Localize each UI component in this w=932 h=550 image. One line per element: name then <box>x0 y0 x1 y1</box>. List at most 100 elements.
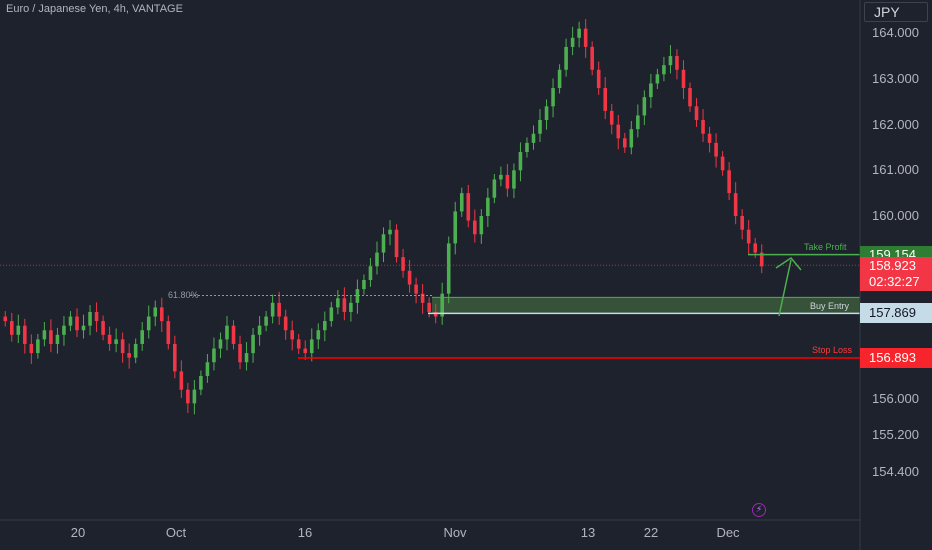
candle-body <box>414 284 418 294</box>
candle-body <box>238 343 242 363</box>
price-tick-label: 162.000 <box>872 116 919 132</box>
candle-body <box>283 316 288 331</box>
candle-body <box>538 120 542 134</box>
buy-entry-price-label: 157.869 <box>860 303 932 324</box>
price-tick-label: 164.000 <box>872 25 919 41</box>
candle-body <box>642 97 647 116</box>
candle-body <box>309 339 314 354</box>
target-arrow-shaft <box>778 259 792 317</box>
candle-body <box>512 170 516 189</box>
candle-body <box>557 69 562 89</box>
candle-body <box>329 307 334 322</box>
candle-body <box>270 302 275 317</box>
candle-body <box>636 115 640 130</box>
candle-body <box>701 120 705 134</box>
candle-body <box>173 343 177 372</box>
candle-body <box>629 129 634 148</box>
candle-body <box>368 266 373 280</box>
buy-entry-label: Buy Entry <box>810 301 850 312</box>
candle-body <box>655 74 660 84</box>
buy-entry-zone <box>432 297 860 314</box>
candle-body <box>662 65 666 75</box>
price-tick-label: 163.000 <box>872 70 919 86</box>
candle-body <box>427 302 431 312</box>
candle-body <box>596 69 601 89</box>
candle-body <box>3 316 8 322</box>
candle-body <box>107 334 112 344</box>
target-arrow-head <box>775 257 802 271</box>
candle-body <box>257 325 262 335</box>
candle-body <box>349 302 353 312</box>
candle-body <box>668 56 673 66</box>
candle-body <box>551 88 555 107</box>
candle-body <box>603 88 608 111</box>
candle-body <box>570 37 575 47</box>
candle-body <box>316 330 321 340</box>
candle-body <box>16 325 21 335</box>
currency-badge[interactable]: JPY <box>864 2 928 22</box>
flash-icon[interactable]: ⚡ <box>752 503 766 517</box>
candle-body <box>479 216 484 235</box>
candle-body <box>401 257 405 271</box>
last-price-label: 158.923 02:32:27 <box>860 257 932 292</box>
candle-body <box>342 298 347 312</box>
candle-body <box>486 197 490 216</box>
last-price: 158.923 <box>869 258 916 274</box>
candle-body <box>733 193 738 216</box>
candle-body <box>759 252 764 267</box>
candle-body <box>166 321 171 344</box>
candle-body <box>277 302 281 317</box>
take-profit-label: Take Profit <box>804 241 847 252</box>
candle-body <box>518 152 523 171</box>
price-tick-label: 161.000 <box>872 162 919 178</box>
candle-body <box>590 46 594 70</box>
symbol-title[interactable]: Euro / Japanese Yen, 4h, VANTAGE <box>6 3 183 15</box>
candle-body <box>303 348 308 354</box>
candle-body <box>420 293 425 303</box>
candle-body <box>609 110 614 125</box>
candle-body <box>225 325 229 340</box>
candle-body <box>675 56 679 70</box>
candle-body <box>453 211 458 244</box>
fib-level-label: 61.80% <box>168 289 199 300</box>
candle-body <box>355 289 360 303</box>
time-tick-label: Dec <box>716 525 740 540</box>
price-tick-label: 155.200 <box>872 427 919 443</box>
stop-loss-price-label: 156.893 <box>860 347 932 368</box>
candle-body <box>120 339 125 354</box>
candle-body <box>375 252 379 267</box>
stop-loss-price: 156.893 <box>869 349 916 365</box>
candle-body <box>231 325 236 344</box>
candle-body <box>186 389 190 404</box>
candle-body <box>746 229 751 244</box>
candle-body <box>296 339 301 349</box>
time-tick-label: 16 <box>297 525 313 540</box>
candle-body <box>505 174 510 189</box>
candle-body <box>127 353 131 358</box>
candle-body <box>140 330 145 344</box>
candle-body <box>81 325 86 331</box>
candle-body <box>42 330 47 340</box>
candle-body <box>9 321 14 335</box>
price-tick-label: 160.000 <box>872 208 919 223</box>
candle-body <box>153 307 158 317</box>
candle-body <box>720 156 725 171</box>
price-tick-label: 156.000 <box>872 390 919 406</box>
candle-body <box>616 124 621 139</box>
candle-body <box>433 311 438 317</box>
candle-body <box>394 229 399 258</box>
zone-layer <box>432 297 860 314</box>
candle-body <box>564 46 568 70</box>
candle-body <box>62 325 66 335</box>
candle-body <box>492 179 497 198</box>
candle-body <box>381 234 386 253</box>
time-tick-label: Nov <box>443 525 467 540</box>
time-tick-label: 13 <box>580 525 596 540</box>
time-tick-label: 22 <box>643 525 659 540</box>
candle-body <box>36 339 40 354</box>
candle-body <box>146 316 151 331</box>
candle-body <box>707 133 712 143</box>
candle-body <box>727 170 731 194</box>
candle-body <box>159 307 164 322</box>
